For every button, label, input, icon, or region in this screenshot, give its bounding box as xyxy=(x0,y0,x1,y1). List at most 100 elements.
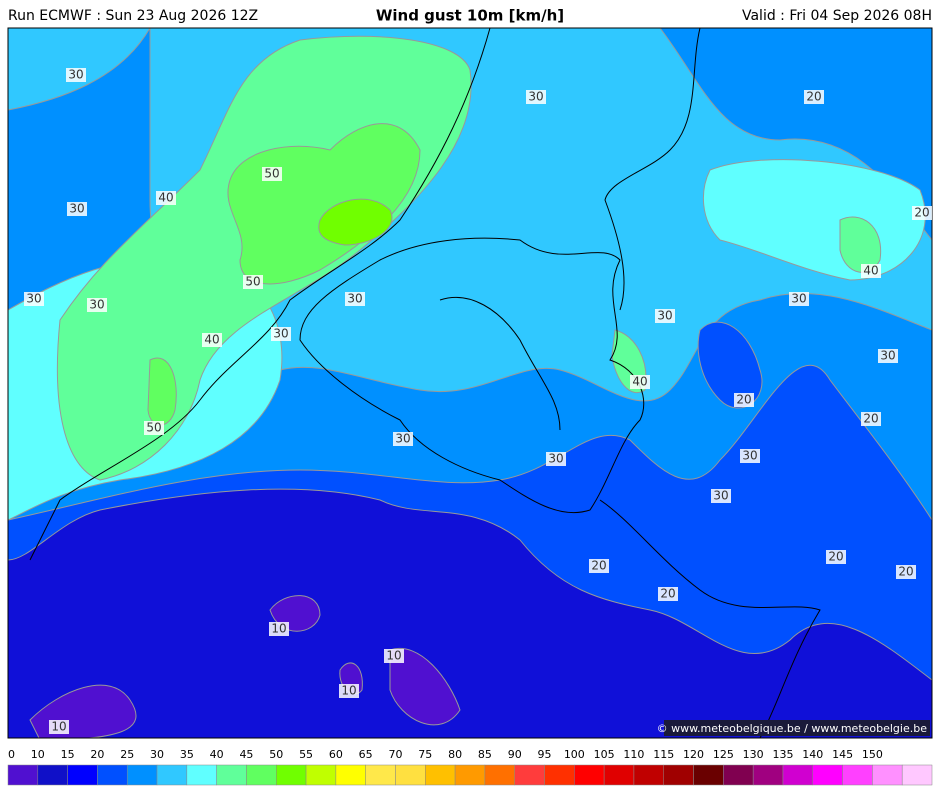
credit: © www.meteobelgique.be / www.meteobelgie… xyxy=(657,722,928,735)
label-bg xyxy=(878,349,898,363)
contour-label: 10 xyxy=(271,622,286,636)
label-bg xyxy=(67,202,87,216)
scale-tick: 20 xyxy=(90,748,104,761)
contour-label: 20 xyxy=(591,559,606,573)
scale-tick: 25 xyxy=(120,748,134,761)
label-bg xyxy=(24,292,44,306)
scale-box xyxy=(7,764,39,786)
scale-box xyxy=(425,764,456,786)
contour-label: 40 xyxy=(204,333,219,347)
scale-tick: 55 xyxy=(299,748,313,761)
scale-box xyxy=(812,764,843,786)
scale-box xyxy=(723,764,754,786)
contour-label: 40 xyxy=(158,191,173,205)
scale-tick: 95 xyxy=(538,748,552,761)
contour-label: 30 xyxy=(713,489,728,503)
scale-box xyxy=(216,764,247,786)
scale-tick: 35 xyxy=(180,748,194,761)
scale-box xyxy=(574,764,605,786)
label-bg xyxy=(861,264,881,278)
label-bg xyxy=(526,90,546,104)
scale-tick: 70 xyxy=(388,748,402,761)
contour-label: 30 xyxy=(528,90,543,104)
label-bg xyxy=(740,449,760,463)
contour-label: 10 xyxy=(51,720,66,734)
contour-label: 30 xyxy=(548,452,563,466)
scale-tick: 75 xyxy=(418,748,432,761)
scale-tick: 130 xyxy=(743,748,764,761)
scale-tick: 90 xyxy=(508,748,522,761)
label-bg xyxy=(912,206,932,220)
contour-label: 30 xyxy=(880,349,895,363)
scale-box xyxy=(663,764,694,786)
contour-label: 20 xyxy=(828,550,843,564)
scale-tick: 110 xyxy=(623,748,644,761)
label-bg xyxy=(262,167,282,181)
scale-box xyxy=(872,764,903,786)
map-title: Wind gust 10m [km/h] xyxy=(376,7,564,25)
contour-label: 30 xyxy=(742,449,757,463)
contour-labels: 30 30 20 50 40 30 20 40 50 30 30 30 30 30 30 40 30 40 20 20… xyxy=(24,68,932,734)
contour-label: 30 xyxy=(89,298,104,312)
scale-box xyxy=(126,764,158,786)
contour-label: 30 xyxy=(68,68,83,82)
scale-box xyxy=(693,764,724,786)
label-bg xyxy=(789,292,809,306)
scale-box xyxy=(752,764,784,786)
contour-label: 10 xyxy=(341,684,356,698)
scale-box xyxy=(186,764,217,786)
contour-label: 30 xyxy=(26,292,41,306)
contour-label: 50 xyxy=(146,421,161,435)
label-bg xyxy=(269,622,289,636)
label-bg xyxy=(243,275,263,289)
label-bg xyxy=(393,432,413,446)
scale-tick: 40 xyxy=(210,748,224,761)
scale-tick: 15 xyxy=(61,748,75,761)
scale-box xyxy=(365,764,396,786)
scale-tick: 50 xyxy=(269,748,283,761)
scale-box xyxy=(842,764,873,786)
scale-tick: 105 xyxy=(594,748,615,761)
scale-box xyxy=(484,764,515,786)
scale-tick: 120 xyxy=(683,748,704,761)
scale-box xyxy=(335,764,366,786)
scale-box xyxy=(305,764,337,786)
scale-tick: 140 xyxy=(802,748,823,761)
label-bg xyxy=(826,550,846,564)
contour-label: 20 xyxy=(863,412,878,426)
contour-label: 30 xyxy=(347,292,362,306)
label-bg xyxy=(66,68,86,82)
contour-label: 20 xyxy=(898,565,913,579)
run-info: Run ECMWF : Sun 23 Aug 2026 12Z xyxy=(8,8,258,24)
credit-bg xyxy=(664,720,930,736)
label-bg xyxy=(384,649,404,663)
label-bg xyxy=(87,298,107,312)
scale-box xyxy=(514,764,545,786)
scale-box xyxy=(67,764,98,786)
contour-label: 20 xyxy=(660,587,675,601)
label-bg xyxy=(804,90,824,104)
contour-label: 20 xyxy=(914,206,929,220)
scale-tick: 145 xyxy=(832,748,853,761)
scale-tick: 115 xyxy=(653,748,674,761)
label-bg xyxy=(711,489,731,503)
label-bg xyxy=(156,191,176,205)
label-bg xyxy=(655,309,675,323)
scale-box xyxy=(395,764,426,786)
scale-tick: 45 xyxy=(239,748,253,761)
contour-label: 20 xyxy=(806,90,821,104)
contour-label: 40 xyxy=(632,375,647,389)
label-bg xyxy=(271,327,291,341)
contour-label: 30 xyxy=(791,292,806,306)
contour-label: 50 xyxy=(264,167,279,181)
contour-label: 40 xyxy=(863,264,878,278)
label-bg xyxy=(589,559,609,573)
scale-tick: 135 xyxy=(772,748,793,761)
scale-box xyxy=(97,764,128,786)
map-field xyxy=(8,28,932,738)
scale-box xyxy=(633,764,664,786)
scale-box xyxy=(156,764,188,786)
valid-time: Valid : Fri 04 Sep 2026 08H xyxy=(742,8,932,24)
map-frame xyxy=(7,27,933,739)
